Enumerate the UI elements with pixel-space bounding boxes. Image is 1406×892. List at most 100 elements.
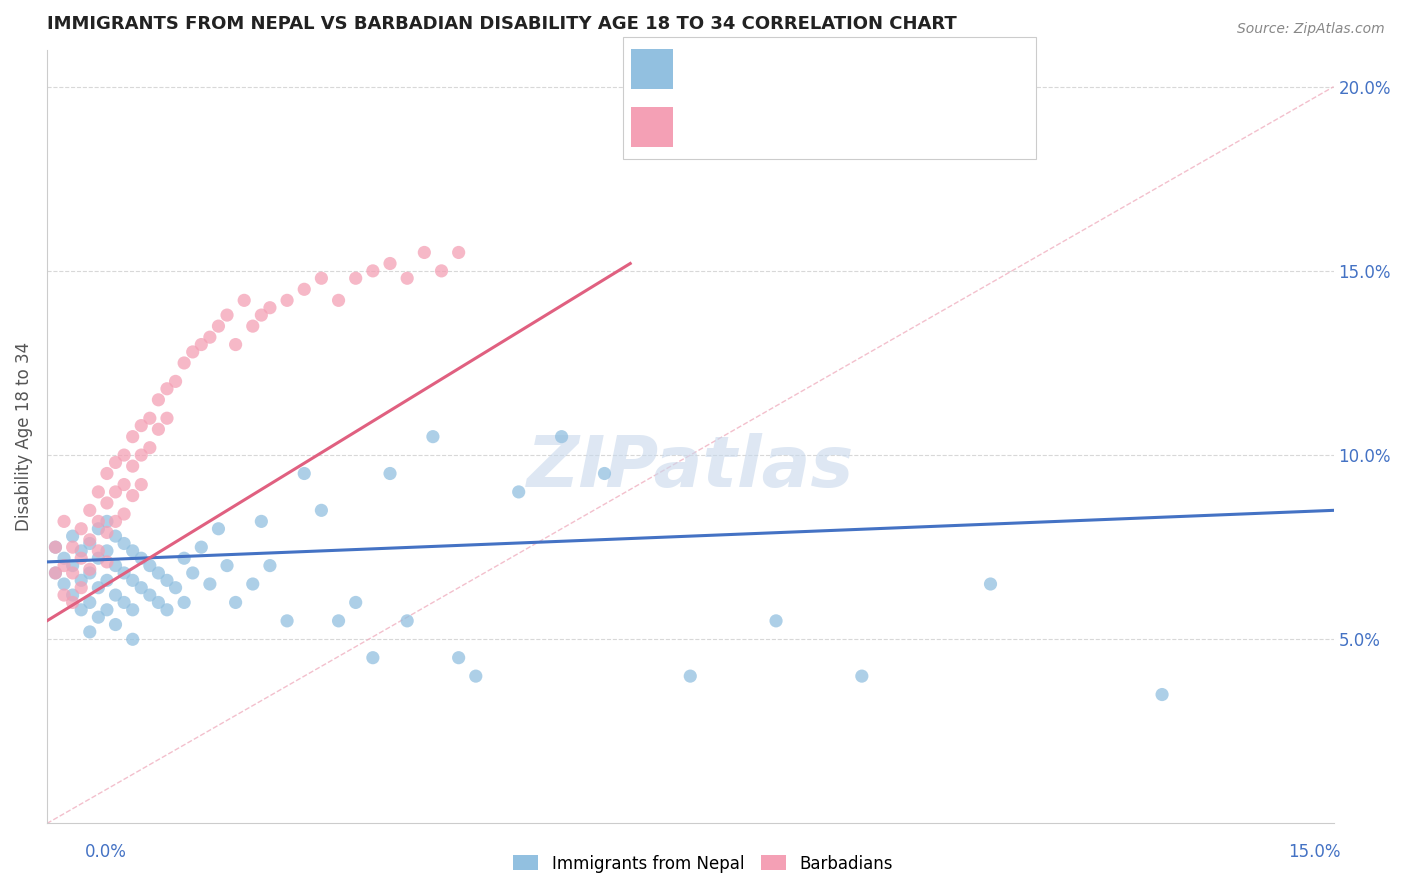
Point [422,430,444,444]
Point [112,566,135,580]
Point [259,301,281,315]
Point [129,581,152,595]
Point [207,522,229,536]
Point [242,319,264,334]
Point [87,515,110,529]
Point [430,264,453,278]
Text: ZIPatlas: ZIPatlas [527,434,853,502]
Point [396,271,419,285]
Point [70,603,93,617]
Point [292,467,315,481]
Point [79,566,101,580]
Point [413,245,436,260]
Point [328,293,350,308]
Point [1152,688,1174,702]
Text: R = 0.384: R = 0.384 [690,118,780,136]
Point [104,588,127,602]
Point [53,577,76,591]
Point [215,308,238,322]
Point [112,536,135,550]
Point [225,595,247,609]
Point [679,669,702,683]
Point [190,540,212,554]
Point [96,603,118,617]
Point [87,551,110,566]
Point [44,566,66,580]
Point [148,595,170,609]
FancyBboxPatch shape [623,37,1036,160]
Point [233,293,256,308]
Point [104,515,127,529]
Point [129,418,152,433]
Point [62,588,84,602]
Point [70,574,93,588]
Point [87,484,110,499]
Text: R = 0.066: R = 0.066 [690,61,780,78]
Point [96,467,118,481]
Point [44,540,66,554]
Point [447,650,470,665]
Point [396,614,419,628]
Point [79,536,101,550]
Point [464,669,486,683]
Text: Source: ZipAtlas.com: Source: ZipAtlas.com [1237,22,1385,37]
Point [96,555,118,569]
Point [198,330,221,344]
Point [311,271,333,285]
Point [344,271,367,285]
Point [276,614,298,628]
Point [121,574,143,588]
Point [447,245,470,260]
Point [156,411,179,425]
Point [148,392,170,407]
Text: N = 62: N = 62 [872,118,935,136]
Point [44,540,66,554]
Point [104,484,127,499]
Point [198,577,221,591]
Point [53,515,76,529]
Point [550,430,572,444]
Point [378,467,401,481]
Point [79,562,101,576]
Point [96,544,118,558]
Point [62,566,84,580]
Point [104,558,127,573]
Text: N = 72: N = 72 [872,61,935,78]
Point [259,558,281,573]
Point [156,382,179,396]
Point [311,503,333,517]
Bar [631,107,673,147]
Point [121,430,143,444]
Point [139,588,162,602]
Point [765,614,787,628]
Point [173,595,195,609]
Point [44,566,66,580]
Point [121,459,143,474]
Point [242,577,264,591]
Legend: Immigrants from Nepal, Barbadians: Immigrants from Nepal, Barbadians [506,848,900,880]
Point [104,617,127,632]
Point [361,650,384,665]
Point [112,595,135,609]
Point [173,356,195,370]
Point [70,581,93,595]
Point [79,624,101,639]
Text: 0.0%: 0.0% [84,843,127,861]
Point [96,574,118,588]
Point [129,551,152,566]
Point [225,337,247,351]
Point [593,467,616,481]
Point [181,566,204,580]
Point [121,544,143,558]
Point [62,558,84,573]
Point [139,558,162,573]
Point [104,529,127,543]
Point [79,595,101,609]
Point [87,522,110,536]
Point [292,282,315,296]
Point [148,566,170,580]
Point [979,577,1001,591]
Point [79,503,101,517]
Point [87,544,110,558]
Point [62,529,84,543]
